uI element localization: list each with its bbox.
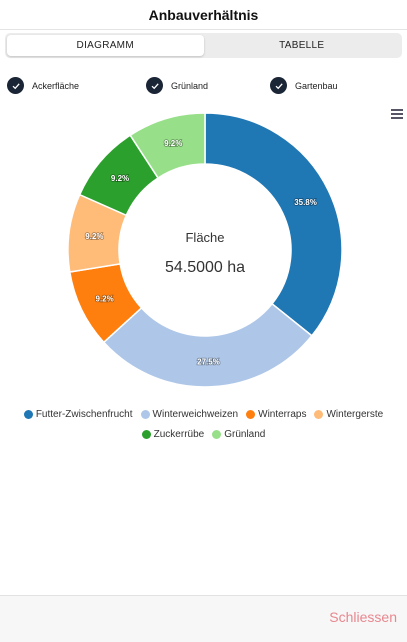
- slice-data-label: 9.2%: [111, 174, 129, 183]
- legend-color-dot: [314, 409, 324, 419]
- view-tabs: DIAGRAMM TABELLE: [5, 33, 402, 58]
- checkmark-icon: [7, 77, 24, 94]
- chart-center-label: Fläche: [185, 230, 224, 245]
- filter-label: Ackerfläche: [32, 80, 80, 91]
- slice-data-label: 9.2%: [164, 139, 182, 148]
- legend-item[interactable]: Futter-Zwischenfrucht: [23, 408, 133, 420]
- legend-item[interactable]: Grünland: [212, 429, 265, 440]
- donut-slice-6[interactable]: [129, 112, 206, 179]
- legend-color-dot: [212, 429, 222, 439]
- donut-slice-2[interactable]: [102, 302, 313, 388]
- filter-gruenland[interactable]: Grünland: [146, 77, 208, 94]
- slice-data-label: 9.2%: [85, 232, 103, 241]
- legend-item[interactable]: Winterweichweizen: [140, 408, 239, 420]
- legend-label: Winterraps: [258, 408, 307, 420]
- donut-slice-1[interactable]: [204, 112, 343, 337]
- dialog-footer: Schliessen: [0, 595, 407, 642]
- tab-tabelle[interactable]: TABELLE: [279, 40, 325, 51]
- legend-color-dot: [246, 409, 256, 419]
- slice-data-label: 35.8%: [294, 198, 317, 207]
- checkmark-icon: [270, 77, 287, 94]
- slice-data-label: 27.5%: [197, 357, 220, 366]
- legend-label: Winterweichweizen: [152, 408, 239, 420]
- legend-label: Wintergerste: [326, 408, 384, 420]
- chart-menu-icon[interactable]: [391, 108, 404, 120]
- dialog-header: Anbauverhältnis: [0, 0, 407, 30]
- chart-legend: Futter-Zwischenfrucht Winterweichweizen Wi…: [0, 404, 407, 444]
- legend-color-dot: [23, 409, 33, 419]
- dialog-title: Anbauverhältnis: [148, 6, 259, 23]
- filter-group: Ackerfläche Grünland Gartenbau: [0, 77, 407, 97]
- filter-label: Grünland: [171, 80, 209, 91]
- tab-diagramm[interactable]: DIAGRAMM: [7, 35, 204, 56]
- donut-chart: 35.8% 27.5% 9.2% 9.2% 9.2% 9.2% Fläche 54.500…: [67, 112, 343, 388]
- checkmark-icon: [146, 77, 163, 94]
- legend-item[interactable]: Wintergerste: [314, 409, 383, 420]
- legend-item[interactable]: Zuckerrübe: [141, 428, 205, 440]
- filter-ackerflaeche[interactable]: Ackerfläche: [7, 77, 79, 94]
- close-button[interactable]: Schliessen: [329, 609, 397, 625]
- legend-label: Grünland: [224, 428, 266, 440]
- chart-center-value: 54.5000 ha: [165, 259, 245, 276]
- legend-item[interactable]: Winterraps: [246, 409, 306, 420]
- slice-data-label: 9.2%: [96, 295, 114, 304]
- legend-color-dot: [140, 409, 150, 419]
- filter-gartenbau[interactable]: Gartenbau: [270, 77, 338, 94]
- filter-label: Gartenbau: [295, 80, 338, 91]
- legend-color-dot: [141, 429, 151, 439]
- legend-label: Futter-Zwischenfrucht: [35, 408, 133, 420]
- legend-label: Zuckerrübe: [153, 428, 205, 440]
